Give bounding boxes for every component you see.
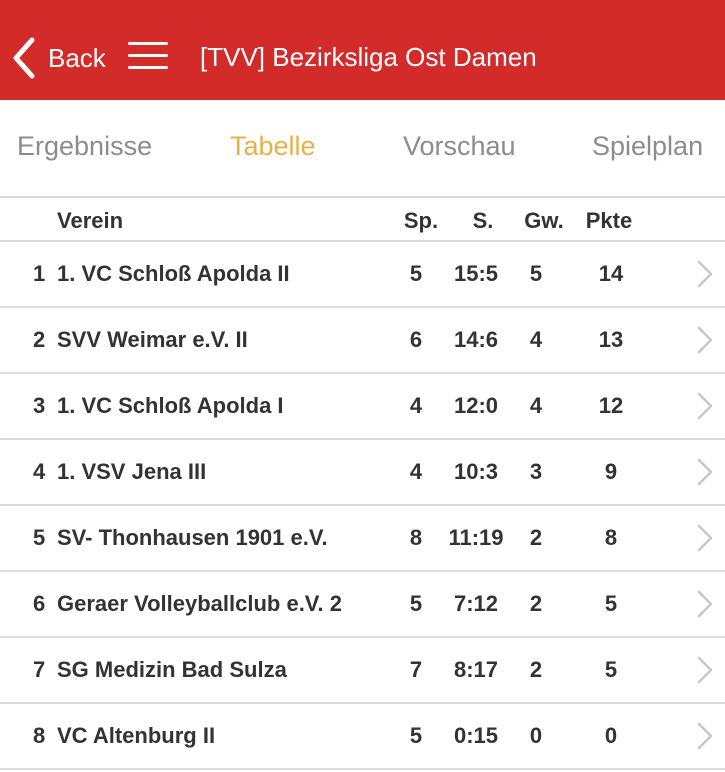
chevron-right-icon <box>697 458 713 486</box>
won-cell: 4 <box>529 327 543 352</box>
sets-cell: 12:0 <box>453 393 499 418</box>
played-cell: 5 <box>409 723 423 748</box>
played-cell: 4 <box>409 459 423 484</box>
chevron-right-icon <box>697 260 713 288</box>
rank-cell: 6 <box>33 591 46 616</box>
standings-table: 1 1. VC Schloß Apolda II 5 15:5 5 14 2 SVV Weim… <box>0 242 725 770</box>
points-cell: 9 <box>604 459 618 484</box>
points-cell: 14 <box>598 261 624 286</box>
team-name-cell: SV- Thonhausen 1901 e.V. <box>57 525 328 550</box>
sets-cell: 15:5 <box>453 261 499 286</box>
chevron-left-icon <box>13 37 35 79</box>
chevron-right-icon <box>697 656 713 684</box>
sets-cell: 7:12 <box>453 591 499 616</box>
navigation-bar: Back [TVV] Bezirksliga Ost Damen <box>0 0 725 100</box>
table-row[interactable]: 8 VC Altenburg II 5 0:15 0 0 <box>0 704 725 770</box>
played-cell: 5 <box>409 591 423 616</box>
points-cell: 5 <box>604 657 618 682</box>
sets-cell: 11:19 <box>448 525 504 550</box>
table-row[interactable]: 5 SV- Thonhausen 1901 e.V. 8 11:19 2 8 <box>0 506 725 572</box>
tab-spielplan[interactable]: Spielplan <box>592 131 704 161</box>
sets-cell: 8:17 <box>453 657 499 682</box>
header-played: Sp. <box>403 208 439 233</box>
team-name-cell: Geraer Volleyballclub e.V. 2 <box>57 591 342 616</box>
played-cell: 7 <box>409 657 423 682</box>
rank-cell: 5 <box>33 525 46 550</box>
points-cell: 12 <box>598 393 624 418</box>
sets-cell: 0:15 <box>453 723 499 748</box>
rank-cell: 2 <box>33 327 46 352</box>
sets-cell: 10:3 <box>453 459 499 484</box>
points-cell: 13 <box>598 327 624 352</box>
team-name-cell: SG Medizin Bad Sulza <box>57 657 287 682</box>
table-row[interactable]: 1 1. VC Schloß Apolda II 5 15:5 5 14 <box>0 242 725 308</box>
table-row[interactable]: 6 Geraer Volleyballclub e.V. 2 5 7:12 2 5 <box>0 572 725 638</box>
back-button[interactable]: Back <box>10 36 106 80</box>
table-row[interactable]: 7 SG Medizin Bad Sulza 7 8:17 2 5 <box>0 638 725 704</box>
sets-cell: 14:6 <box>453 327 499 352</box>
rank-cell: 1 <box>33 261 46 286</box>
header-team: Verein <box>57 208 124 233</box>
table-header: Verein Sp. S. Gw. Pkte <box>0 200 725 242</box>
won-cell: 2 <box>529 591 543 616</box>
header-sets: S. <box>472 208 494 233</box>
chevron-right-icon <box>697 392 713 420</box>
played-cell: 5 <box>409 261 423 286</box>
won-cell: 3 <box>529 459 543 484</box>
table-row[interactable]: 4 1. VSV Jena III 4 10:3 3 9 <box>0 440 725 506</box>
segment-tabs: Ergebnisse Tabelle Vorschau Spielplan <box>0 100 725 198</box>
chevron-right-icon <box>697 722 713 750</box>
page-title: [TVV] Bezirksliga Ost Damen <box>200 42 537 72</box>
chevron-right-icon <box>697 524 713 552</box>
won-cell: 2 <box>529 657 543 682</box>
rank-cell: 4 <box>33 459 46 484</box>
chevron-right-icon <box>697 590 713 618</box>
chevron-right-icon <box>697 326 713 354</box>
won-cell: 5 <box>529 261 543 286</box>
team-name-cell: 1. VC Schloß Apolda I <box>57 393 284 418</box>
table-row[interactable]: 2 SVV Weimar e.V. II 6 14:6 4 13 <box>0 308 725 374</box>
points-cell: 8 <box>604 525 618 550</box>
team-name-cell: SVV Weimar e.V. II <box>57 327 248 352</box>
won-cell: 4 <box>529 393 543 418</box>
rank-cell: 3 <box>33 393 46 418</box>
played-cell: 8 <box>409 525 423 550</box>
hamburger-menu-icon[interactable] <box>128 40 168 72</box>
rank-cell: 7 <box>33 657 46 682</box>
header-points: Pkte <box>585 208 633 233</box>
tab-ergebnisse[interactable]: Ergebnisse <box>17 131 153 161</box>
won-cell: 2 <box>529 525 543 550</box>
tab-tabelle[interactable]: Tabelle <box>230 131 316 161</box>
rank-cell: 8 <box>33 723 46 748</box>
team-name-cell: 1. VC Schloß Apolda II <box>57 261 290 286</box>
tab-vorschau[interactable]: Vorschau <box>403 131 516 161</box>
points-cell: 5 <box>604 591 618 616</box>
header-won: Gw. <box>524 208 564 233</box>
team-name-cell: VC Altenburg II <box>57 723 216 748</box>
table-row[interactable]: 3 1. VC Schloß Apolda I 4 12:0 4 12 <box>0 374 725 440</box>
played-cell: 4 <box>409 393 423 418</box>
team-name-cell: 1. VSV Jena III <box>57 459 207 484</box>
back-label: Back <box>48 42 106 73</box>
points-cell: 0 <box>604 723 618 748</box>
played-cell: 6 <box>409 327 423 352</box>
won-cell: 0 <box>529 723 543 748</box>
